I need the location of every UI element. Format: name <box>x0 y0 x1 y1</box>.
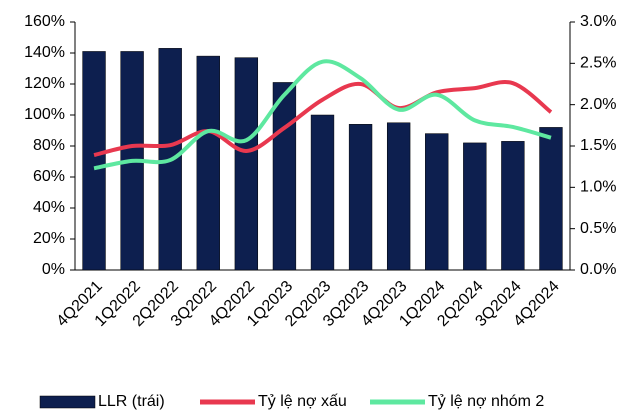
y-tick-label: 60% <box>33 168 65 185</box>
legend-swatch <box>39 395 96 409</box>
bar <box>234 57 259 271</box>
bar <box>501 141 525 271</box>
y2-tick-label: 2.5% <box>580 55 616 72</box>
line <box>93 80 553 158</box>
y-tick-label: 140% <box>24 44 65 61</box>
bar <box>310 114 335 271</box>
bar <box>272 82 297 271</box>
y-tick-label: 80% <box>33 137 65 154</box>
y-tick-label: 0% <box>42 261 65 278</box>
legend-label: Tỷ lệ nợ nhóm 2 <box>428 393 544 410</box>
y2-tick-label: 0.5% <box>580 220 616 237</box>
y-tick-label: 20% <box>33 230 65 247</box>
y2-tick-label: 3.0% <box>580 13 616 30</box>
bar <box>425 133 449 271</box>
y2-tick-label: 1.0% <box>580 179 616 196</box>
y-tick-label: 160% <box>24 13 65 30</box>
legend-label: LLR (trái) <box>98 393 165 410</box>
y2-tick-label: 2.0% <box>580 96 616 113</box>
y-tick-label: 40% <box>33 199 65 216</box>
y2-tick-label: 1.5% <box>580 137 616 154</box>
bar <box>386 122 411 271</box>
y-tick-label: 120% <box>24 75 65 92</box>
legend-label: Tỷ lệ nợ xấu <box>258 393 347 410</box>
line <box>93 59 552 171</box>
bar <box>196 55 220 271</box>
bar <box>463 142 487 271</box>
y2-tick-label: 0.0% <box>580 261 616 278</box>
bar <box>539 127 563 271</box>
bar <box>82 51 106 271</box>
y-tick-label: 100% <box>24 106 65 123</box>
bar <box>348 124 373 271</box>
